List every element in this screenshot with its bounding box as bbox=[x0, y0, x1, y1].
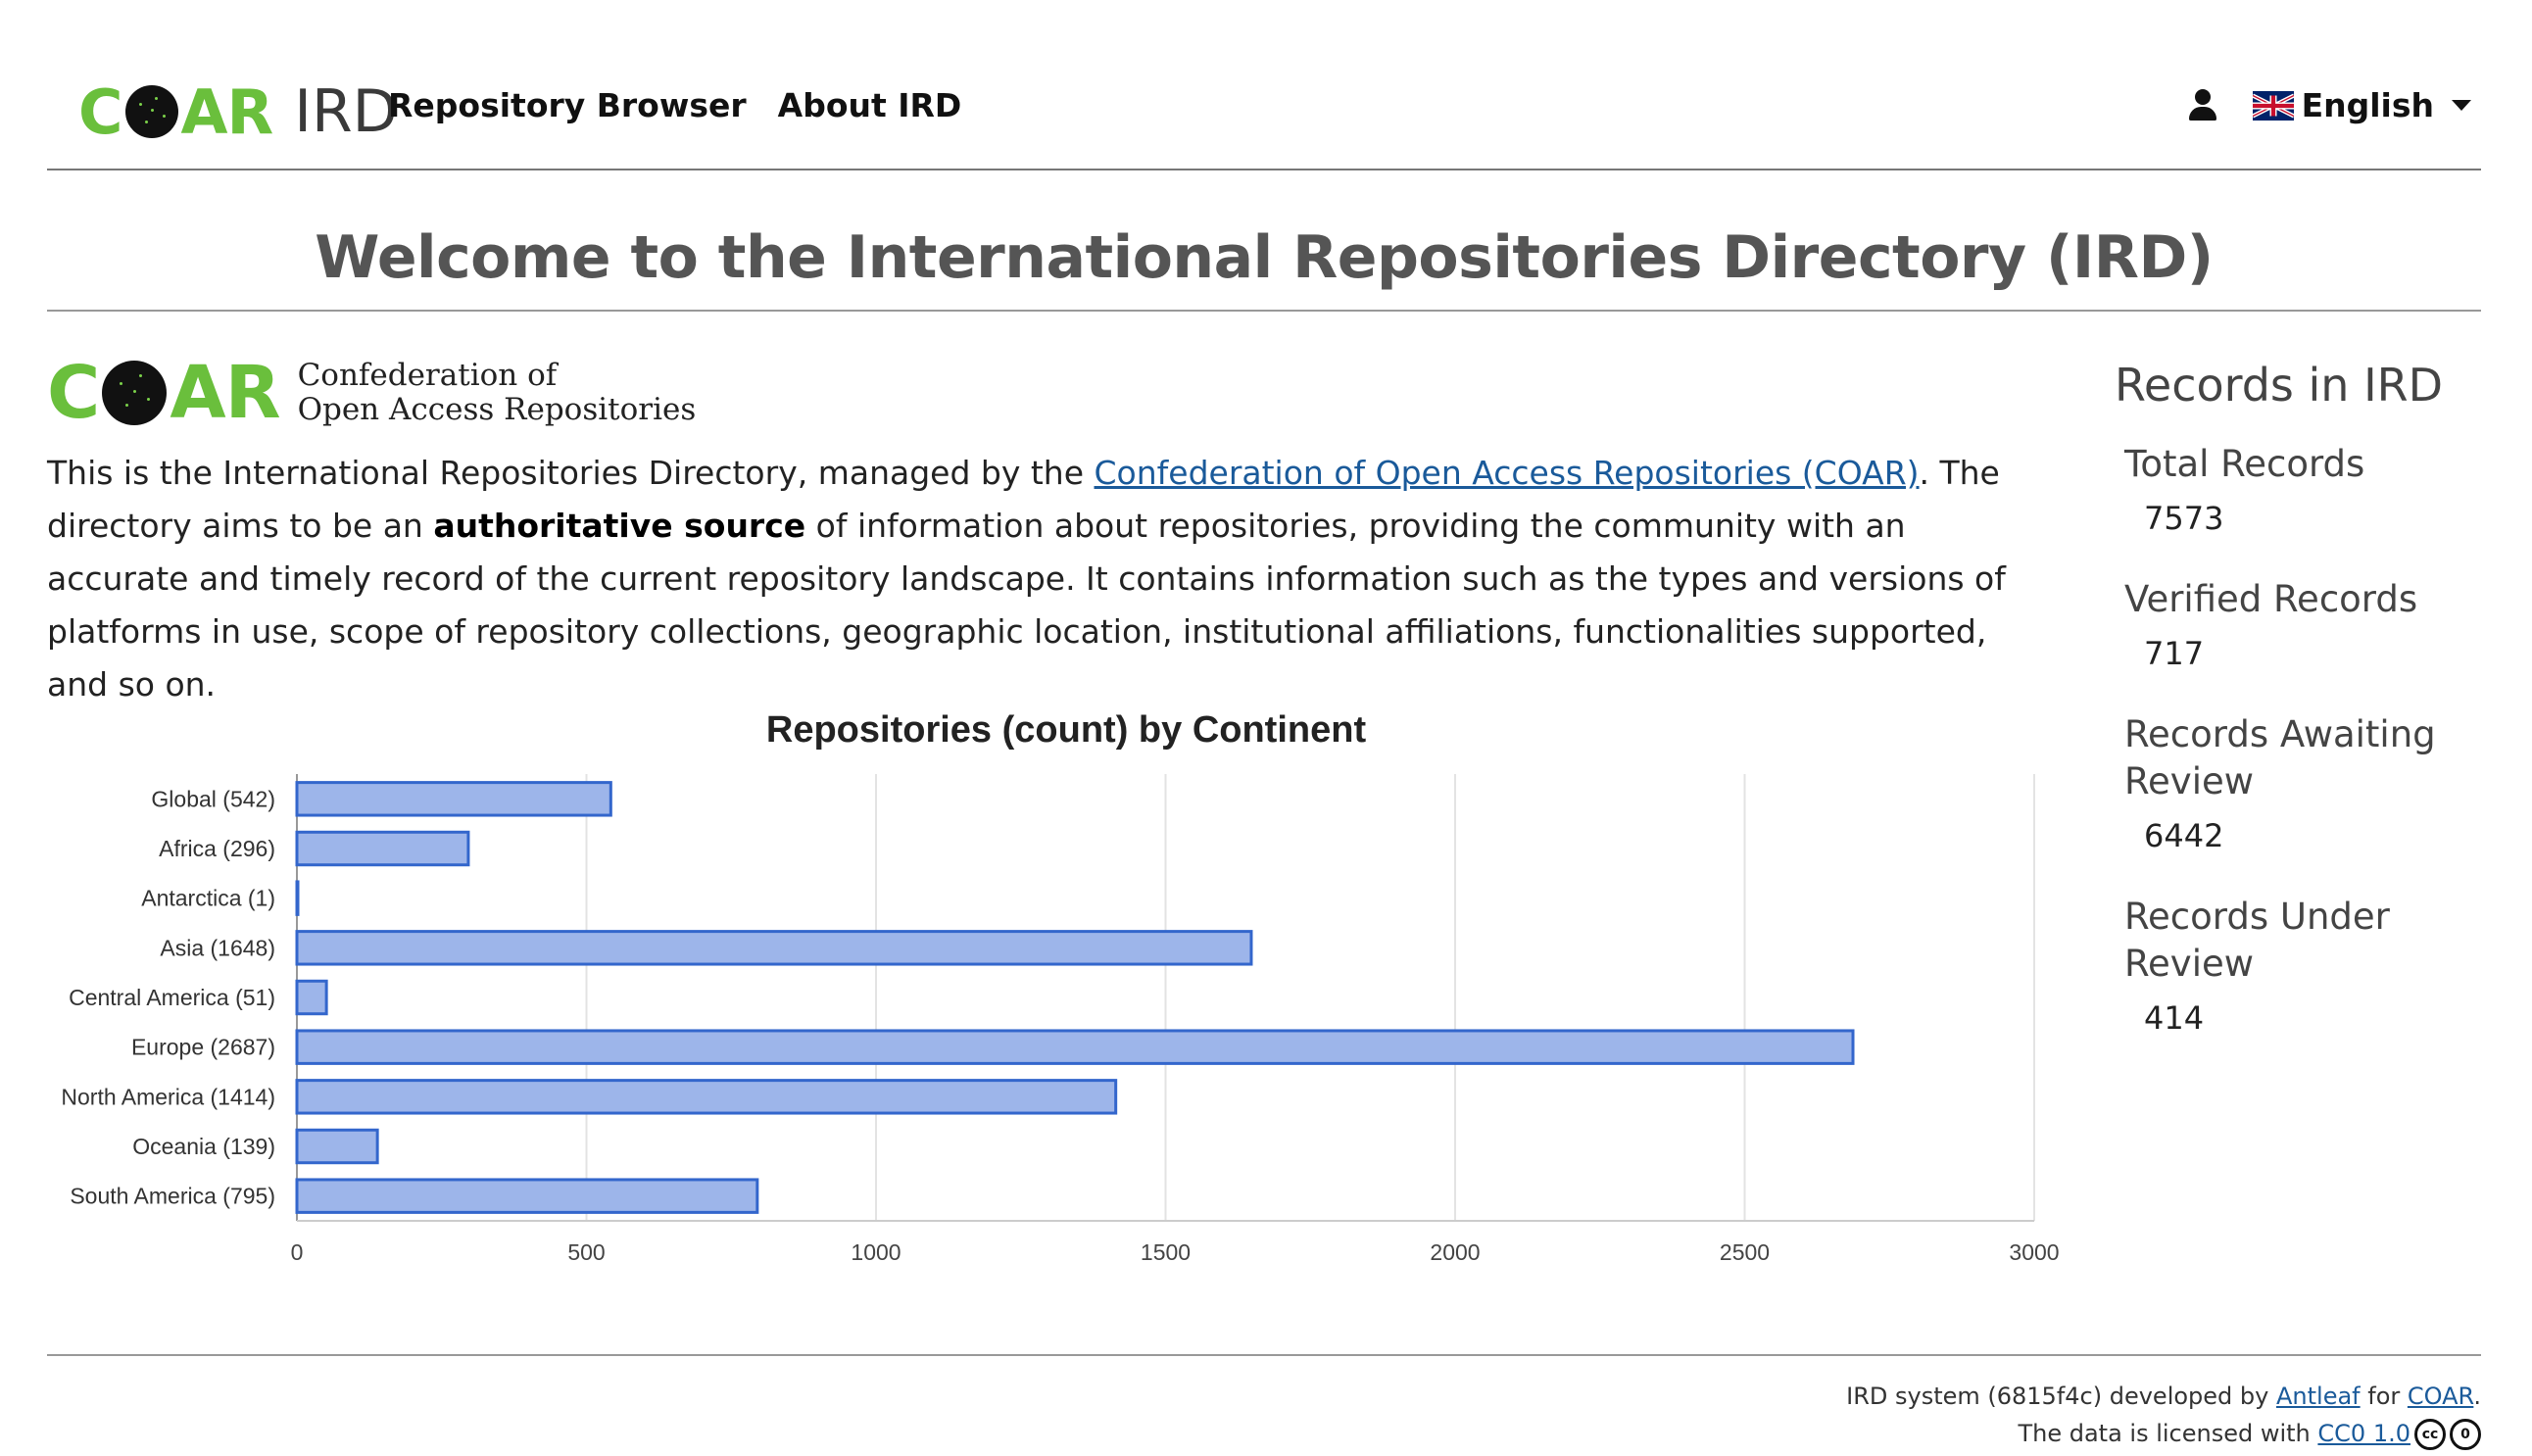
bar bbox=[295, 1079, 1118, 1115]
stat-verified: Verified Records 717 bbox=[2124, 576, 2487, 672]
intro-text-2: . The directory aims to be an bbox=[47, 454, 2000, 545]
chart-svg: 0 500 1000 1500 2000 2500 3000 Global (542) Afri… bbox=[61, 774, 2060, 1265]
footer: IRD system (6815f4c) developed by Antlea… bbox=[1846, 1378, 2481, 1452]
stat-total: Total Records 7573 bbox=[2124, 441, 2487, 537]
globe-icon bbox=[124, 85, 178, 138]
x-tick-label: 3000 bbox=[2009, 1239, 2059, 1265]
logo-subtitle-line2: Open Access Repositories bbox=[297, 392, 697, 427]
ird-logo-text: IRD bbox=[294, 77, 398, 146]
cc-zero-icon: 0 bbox=[2450, 1419, 2481, 1450]
bar bbox=[295, 979, 328, 1016]
globe-icon bbox=[102, 361, 168, 425]
footer-divider bbox=[47, 1354, 2481, 1356]
nav-right: English bbox=[2186, 86, 2471, 124]
page-title: Welcome to the International Repositorie… bbox=[315, 223, 2214, 292]
stat-value: 717 bbox=[2144, 635, 2205, 672]
x-tick-label: 0 bbox=[291, 1239, 304, 1265]
category-label: Global (542) bbox=[151, 786, 275, 811]
footer-line-1: IRD system (6815f4c) developed by Antlea… bbox=[1846, 1378, 2481, 1415]
logo-letter-c: C bbox=[47, 351, 100, 435]
stat-value: 7573 bbox=[2144, 500, 2224, 537]
bar bbox=[295, 880, 300, 916]
navbar: C AR IRD Repository Browser About IRD En… bbox=[47, 57, 2481, 170]
stat-label: Records Awaiting Review bbox=[2124, 713, 2436, 802]
intro-bold: authoritative source bbox=[433, 507, 806, 545]
intro-text-1: This is the International Repositories D… bbox=[47, 454, 1095, 492]
footer-text: . bbox=[2473, 1383, 2481, 1410]
stat-under-review: Records Under Review 414 bbox=[2124, 894, 2487, 1037]
x-tick-label: 500 bbox=[567, 1239, 605, 1265]
intro-paragraph: This is the International Repositories D… bbox=[47, 447, 2046, 711]
chevron-down-icon bbox=[2452, 100, 2471, 111]
user-icon[interactable] bbox=[2186, 88, 2219, 122]
stat-value: 414 bbox=[2144, 999, 2205, 1037]
records-title: Records in IRD bbox=[2115, 359, 2444, 412]
footer-line-2: The data is licensed with CC0 1.0 cc 0 bbox=[1846, 1415, 2481, 1452]
category-label: North America (1414) bbox=[61, 1084, 275, 1109]
stat-label: Verified Records bbox=[2124, 578, 2418, 620]
category-label: Africa (296) bbox=[159, 836, 275, 861]
coar-logo-large: C AR bbox=[47, 351, 281, 435]
stat-label: Total Records bbox=[2124, 443, 2365, 485]
uk-flag-icon bbox=[2252, 90, 2294, 121]
records-panel: Records in IRD Total Records 7573 Verifi… bbox=[2115, 359, 2487, 1076]
intro-text-3: of information about repositories, provi… bbox=[47, 507, 2006, 704]
coar-logo: C AR bbox=[78, 75, 274, 148]
footer-text: for bbox=[2360, 1383, 2408, 1410]
coar-logo-subtitle: Confederation of Open Access Repositorie… bbox=[298, 359, 697, 427]
nav-divider bbox=[47, 169, 2481, 170]
stat-label: Records Under Review bbox=[2124, 896, 2390, 985]
category-label: Antarctica (1) bbox=[141, 886, 275, 911]
bar bbox=[295, 830, 470, 867]
continent-chart: 0 500 1000 1500 2000 2500 3000 Global (542) Afri… bbox=[47, 696, 2085, 1284]
x-tick-label: 2000 bbox=[1430, 1239, 1480, 1265]
nav-about-ird[interactable]: About IRD bbox=[777, 86, 962, 124]
coar-footer-link[interactable]: COAR bbox=[2407, 1383, 2474, 1410]
chart-title: Repositories (count) by Continent bbox=[765, 709, 1367, 751]
cc-icon: cc bbox=[2414, 1419, 2446, 1450]
category-label: Oceania (139) bbox=[132, 1134, 275, 1159]
footer-text: The data is licensed with bbox=[2018, 1420, 2318, 1447]
coar-ird-logo[interactable]: C AR IRD bbox=[78, 75, 398, 148]
category-label: South America (795) bbox=[70, 1184, 275, 1209]
stat-value: 6442 bbox=[2144, 817, 2224, 854]
x-tick-label: 1500 bbox=[1141, 1239, 1191, 1265]
logo-letters-ar: AR bbox=[170, 351, 280, 435]
nav-repository-browser[interactable]: Repository Browser bbox=[388, 86, 747, 124]
nav-links: Repository Browser About IRD bbox=[388, 86, 961, 124]
footer-text: IRD system (6815f4c) developed by bbox=[1846, 1383, 2276, 1410]
stat-awaiting: Records Awaiting Review 6442 bbox=[2124, 711, 2487, 854]
logo-letters-ar: AR bbox=[180, 75, 274, 148]
x-tick-label: 2500 bbox=[1720, 1239, 1770, 1265]
coar-full-logo: C AR Confederation of Open Access Reposi… bbox=[47, 351, 696, 435]
license-link[interactable]: CC0 1.0 bbox=[2317, 1420, 2410, 1447]
bar bbox=[295, 781, 612, 817]
logo-letter-c: C bbox=[78, 75, 123, 148]
bar bbox=[295, 1128, 379, 1165]
language-dropdown[interactable]: English bbox=[2252, 86, 2471, 124]
coar-link[interactable]: Confederation of Open Access Repositorie… bbox=[1094, 454, 1920, 492]
logo-subtitle-line1: Confederation of bbox=[297, 358, 558, 393]
bar bbox=[295, 1178, 759, 1214]
x-tick-label: 1000 bbox=[851, 1239, 901, 1265]
bar bbox=[295, 1029, 1855, 1065]
category-label: Central America (51) bbox=[69, 985, 275, 1010]
bar bbox=[295, 930, 1253, 966]
title-divider bbox=[47, 310, 2481, 312]
category-label: Asia (1648) bbox=[160, 935, 275, 960]
antleaf-link[interactable]: Antleaf bbox=[2275, 1383, 2361, 1410]
language-label: English bbox=[2301, 86, 2434, 124]
category-label: Europe (2687) bbox=[131, 1035, 275, 1060]
